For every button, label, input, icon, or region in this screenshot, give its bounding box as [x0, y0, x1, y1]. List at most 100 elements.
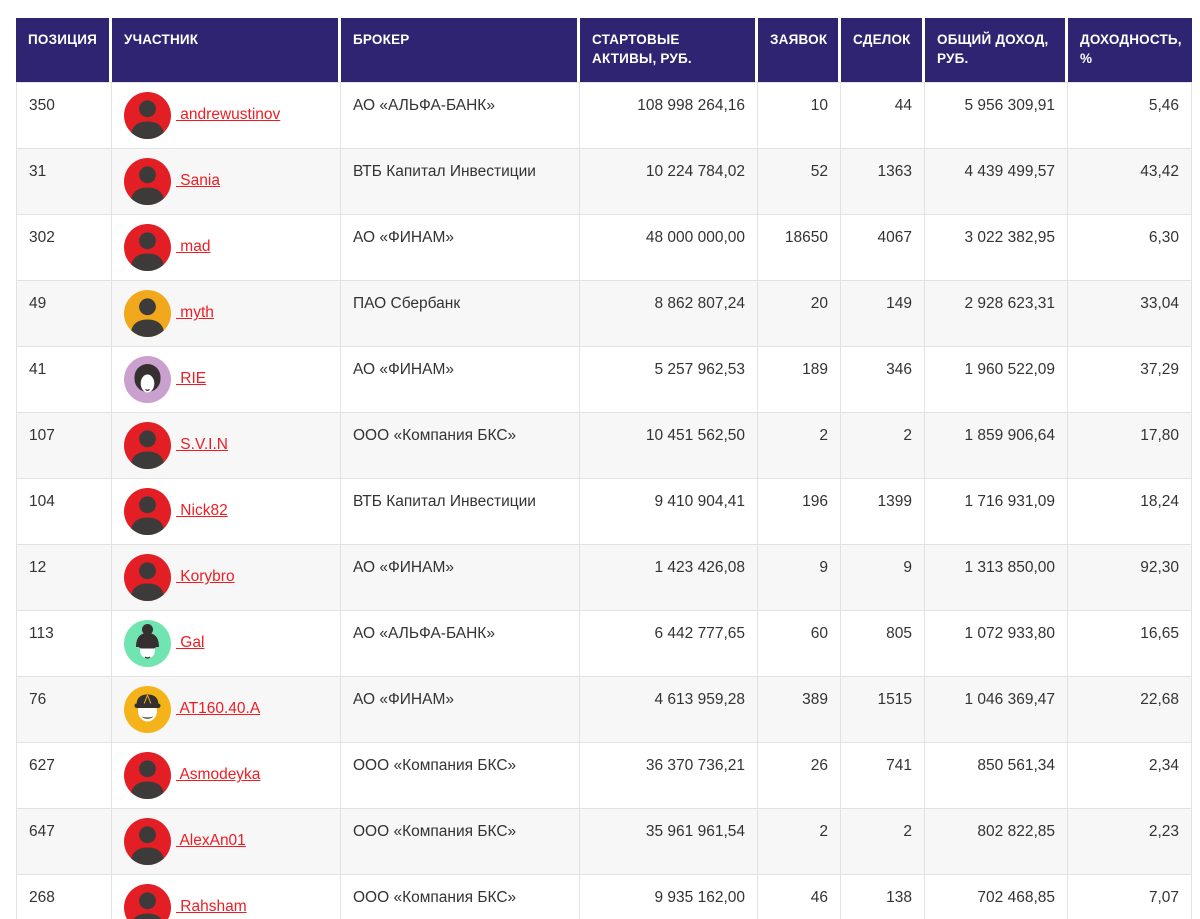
- participant-cell: AlexAn01: [112, 808, 341, 875]
- participant-link[interactable]: AT160.40.A: [176, 700, 261, 718]
- column-header-deals: СДЕЛОК: [841, 18, 925, 82]
- income-cell: 802 822,85: [925, 808, 1068, 875]
- participant-cell: Gal: [112, 610, 341, 677]
- participant-link[interactable]: Sania: [176, 172, 220, 190]
- deals-cell: 44: [841, 81, 925, 149]
- broker-cell: ВТБ Капитал Инвестиции: [341, 148, 580, 215]
- income-cell: 4 439 499,57: [925, 148, 1068, 215]
- position-cell: 31: [16, 148, 112, 215]
- person-silhouette-avatar-icon: [124, 421, 171, 469]
- participant-link[interactable]: andrewustinov: [176, 106, 281, 124]
- leaderboard-table: ПОЗИЦИЯ УЧАСТНИК БРОКЕР СТАРТОВЫЕ АКТИВЫ…: [16, 18, 1192, 919]
- column-header-income: ОБЩИЙ ДОХОД, РУБ.: [925, 18, 1068, 82]
- position-cell: 268: [16, 874, 112, 919]
- table-row: 350 andrewustinov АО «АЛЬФА-БАНК» 108 99…: [16, 81, 1192, 149]
- income-cell: 3 022 382,95: [925, 214, 1068, 281]
- column-header-broker: БРОКЕР: [341, 18, 580, 82]
- deals-cell: 138: [841, 874, 925, 919]
- participant-link[interactable]: Rahsham: [176, 898, 247, 916]
- participant-link[interactable]: AlexAn01: [176, 832, 246, 850]
- column-header-yield: ДОХОДНОСТЬ, %: [1068, 18, 1192, 82]
- person-silhouette-avatar-icon: [124, 883, 171, 919]
- table-header: ПОЗИЦИЯ УЧАСТНИК БРОКЕР СТАРТОВЫЕ АКТИВЫ…: [16, 18, 1192, 82]
- person-silhouette-avatar-icon: [124, 91, 171, 139]
- orders-cell: 2: [758, 412, 841, 479]
- person-silhouette-avatar-icon: [124, 289, 171, 337]
- table-row: 627 Asmodeyka ООО «Компания БКС» 36 370 …: [16, 742, 1192, 809]
- income-cell: 1 072 933,80: [925, 610, 1068, 677]
- yield-cell: 92,30: [1068, 544, 1192, 611]
- broker-cell: АО «ФИНАМ»: [341, 544, 580, 611]
- participant-link[interactable]: RIE: [176, 370, 207, 388]
- position-cell: 627: [16, 742, 112, 809]
- participant-link[interactable]: Gal: [176, 634, 205, 652]
- income-cell: 1 716 931,09: [925, 478, 1068, 545]
- income-cell: 2 928 623,31: [925, 280, 1068, 347]
- yield-cell: 2,34: [1068, 742, 1192, 809]
- person-silhouette-avatar-icon: [124, 223, 171, 271]
- participant-link[interactable]: Korybro: [176, 568, 235, 586]
- orders-cell: 26: [758, 742, 841, 809]
- person-silhouette-avatar-icon: [124, 553, 171, 601]
- position-cell: 104: [16, 478, 112, 545]
- position-cell: 41: [16, 346, 112, 413]
- table-row: 302 mad АО «ФИНАМ» 48 000 000,00 18650 4…: [16, 214, 1192, 281]
- participant-link[interactable]: mad: [176, 238, 211, 256]
- deals-cell: 741: [841, 742, 925, 809]
- participant-link[interactable]: Nick82: [176, 502, 228, 520]
- deals-cell: 4067: [841, 214, 925, 281]
- yield-cell: 5,46: [1068, 81, 1192, 149]
- yield-cell: 33,04: [1068, 280, 1192, 347]
- participant-link[interactable]: S.V.I.N: [176, 436, 228, 454]
- yield-cell: 2,23: [1068, 808, 1192, 875]
- assets-cell: 5 257 962,53: [580, 346, 758, 413]
- assets-cell: 35 961 961,54: [580, 808, 758, 875]
- woman-bob-avatar-icon: [124, 355, 171, 403]
- broker-cell: АО «АЛЬФА-БАНК»: [341, 610, 580, 677]
- assets-cell: 36 370 736,21: [580, 742, 758, 809]
- position-cell: 350: [16, 81, 112, 149]
- position-cell: 113: [16, 610, 112, 677]
- yield-cell: 16,65: [1068, 610, 1192, 677]
- column-header-participant: УЧАСТНИК: [112, 18, 341, 82]
- table-row: 113 Gal АО «АЛЬФА-БАНК» 6 442 777,65 60 …: [16, 610, 1192, 677]
- assets-cell: 10 451 562,50: [580, 412, 758, 479]
- yield-cell: 37,29: [1068, 346, 1192, 413]
- income-cell: 1 960 522,09: [925, 346, 1068, 413]
- position-cell: 647: [16, 808, 112, 875]
- table-row: 107 S.V.I.N ООО «Компания БКС» 10 451 56…: [16, 412, 1192, 479]
- orders-cell: 20: [758, 280, 841, 347]
- broker-cell: АО «ФИНАМ»: [341, 214, 580, 281]
- person-silhouette-avatar-icon: [124, 487, 171, 535]
- assets-cell: 10 224 784,02: [580, 148, 758, 215]
- position-cell: 12: [16, 544, 112, 611]
- participant-link[interactable]: myth: [176, 304, 214, 322]
- broker-cell: ООО «Компания БКС»: [341, 874, 580, 919]
- orders-cell: 10: [758, 81, 841, 149]
- orders-cell: 52: [758, 148, 841, 215]
- participant-link[interactable]: Asmodeyka: [176, 766, 261, 784]
- person-silhouette-avatar-icon: [124, 157, 171, 205]
- person-silhouette-avatar-icon: [124, 751, 171, 799]
- income-cell: 1 859 906,64: [925, 412, 1068, 479]
- column-header-position: ПОЗИЦИЯ: [16, 18, 112, 82]
- participant-cell: Sania: [112, 148, 341, 215]
- deals-cell: 2: [841, 808, 925, 875]
- participant-cell: Nick82: [112, 478, 341, 545]
- deals-cell: 9: [841, 544, 925, 611]
- column-header-assets: СТАРТОВЫЕ АКТИВЫ, РУБ.: [580, 18, 758, 82]
- participant-cell: Korybro: [112, 544, 341, 611]
- deals-cell: 805: [841, 610, 925, 677]
- position-cell: 76: [16, 676, 112, 743]
- table-row: 41 RIE АО «ФИНАМ» 5 257 962,53 189 346 1…: [16, 346, 1192, 413]
- yield-cell: 18,24: [1068, 478, 1192, 545]
- assets-cell: 108 998 264,16: [580, 81, 758, 149]
- participant-cell: RIE: [112, 346, 341, 413]
- deals-cell: 1515: [841, 676, 925, 743]
- participant-cell: Asmodeyka: [112, 742, 341, 809]
- orders-cell: 9: [758, 544, 841, 611]
- table-row: 12 Korybro АО «ФИНАМ» 1 423 426,08 9 9 1…: [16, 544, 1192, 611]
- participant-cell: S.V.I.N: [112, 412, 341, 479]
- assets-cell: 48 000 000,00: [580, 214, 758, 281]
